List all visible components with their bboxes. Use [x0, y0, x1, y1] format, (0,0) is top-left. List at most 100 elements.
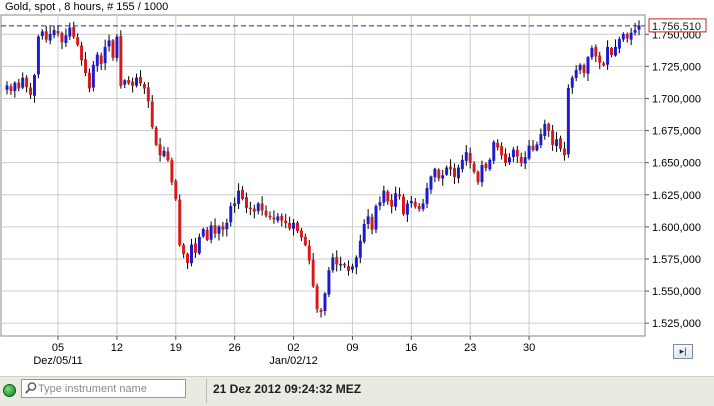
candle-body — [527, 145, 531, 159]
x-tick-label: 12 — [111, 342, 123, 354]
candle-body — [511, 149, 515, 158]
candle-body — [425, 188, 429, 204]
candle-body — [99, 55, 103, 65]
y-tick-label: 1.600,000 — [652, 222, 701, 234]
candle-body — [331, 257, 335, 271]
candle-body — [347, 266, 350, 271]
candle-body — [390, 199, 394, 207]
candle-up — [201, 227, 205, 238]
candle-down — [468, 147, 472, 169]
candle-body — [244, 197, 248, 208]
candle-down — [56, 25, 60, 37]
y-tick-label: 1.675,000 — [652, 126, 701, 138]
price-chart[interactable]: 1.750,0001.725,0001.700,0001.675,0001.65… — [0, 0, 714, 376]
candle-up — [13, 81, 17, 98]
candle-body — [602, 63, 606, 66]
instrument-search-input[interactable] — [38, 381, 182, 396]
candle-body — [217, 226, 221, 234]
candle-up — [197, 233, 201, 255]
candle-body — [484, 163, 488, 169]
candle-down — [252, 204, 256, 219]
candle-up — [425, 182, 429, 208]
candle-body — [13, 82, 17, 91]
candle-up — [617, 36, 621, 54]
candle-down — [515, 145, 519, 164]
candle-down — [610, 46, 613, 58]
y-tick-label: 1.700,000 — [652, 93, 701, 105]
candle-down — [476, 170, 480, 185]
candle-body — [504, 153, 508, 163]
candle-down — [472, 161, 476, 174]
candle-up — [480, 160, 484, 187]
candle-down — [299, 227, 303, 241]
candle-body — [610, 48, 613, 56]
candle-body — [523, 157, 527, 164]
candle-up — [21, 72, 25, 90]
candle-up — [523, 151, 527, 170]
candle-body — [633, 30, 637, 33]
candle-body — [158, 144, 162, 156]
candle-body — [52, 30, 56, 36]
candle-body — [453, 168, 456, 178]
candle-down — [582, 63, 586, 78]
candle-body — [613, 46, 617, 56]
candle-body — [193, 243, 197, 253]
candle-up — [539, 128, 543, 149]
candle-up — [566, 84, 570, 158]
candle-body — [182, 244, 186, 255]
candle-up — [574, 65, 578, 82]
candle-down — [343, 262, 347, 269]
candle-body — [488, 159, 492, 170]
candle-body — [586, 57, 590, 74]
instrument-search-box[interactable] — [21, 379, 186, 398]
candle-down — [166, 147, 170, 162]
candle-down — [559, 135, 562, 152]
candle-body — [292, 222, 296, 229]
candle-down — [315, 283, 319, 313]
candle-body — [201, 229, 205, 237]
candle-body — [154, 127, 158, 145]
scroll-to-end-button[interactable]: ▸| — [673, 344, 693, 359]
candle-body — [445, 167, 449, 175]
candle-body — [433, 168, 437, 178]
candle-body — [492, 141, 496, 161]
server-clock: 21 Dez 2012 09:24:32 MEZ — [213, 382, 362, 396]
candle-body — [103, 46, 107, 64]
candle-body — [421, 203, 425, 210]
candle-up — [382, 185, 386, 207]
candle-body — [33, 75, 36, 96]
x-tick-label: 30 — [523, 342, 535, 354]
candle-body — [268, 215, 272, 218]
candle-body — [170, 160, 174, 183]
candle-up — [394, 186, 398, 211]
candle-body — [625, 34, 629, 39]
x-tick-label: 19 — [170, 342, 182, 354]
candle-body — [107, 40, 111, 47]
candle-body — [115, 36, 119, 58]
candle-down — [551, 124, 555, 151]
candle-body — [413, 202, 417, 207]
candle-down — [307, 239, 311, 265]
candle-body — [119, 36, 123, 86]
candle-down — [260, 196, 264, 216]
candle-up — [276, 212, 280, 223]
candle-body — [123, 80, 127, 85]
candle-up — [323, 292, 327, 316]
candle-down — [296, 221, 299, 234]
candle-down — [9, 83, 13, 95]
candle-up — [464, 145, 468, 166]
candle-down — [193, 237, 197, 258]
candle-down — [158, 137, 162, 162]
current-price-label: 1.756,510 — [652, 21, 701, 33]
candle-down — [25, 75, 29, 93]
candle-body — [515, 149, 519, 157]
candle-body — [535, 144, 539, 151]
candle-up — [535, 141, 539, 152]
candle-down — [87, 68, 91, 93]
candle-body — [72, 26, 76, 38]
y-tick-label: 1.650,000 — [652, 158, 701, 170]
candle-down — [268, 211, 272, 220]
candle-down — [413, 198, 417, 209]
candle-body — [594, 46, 598, 57]
candle-body — [64, 35, 68, 43]
